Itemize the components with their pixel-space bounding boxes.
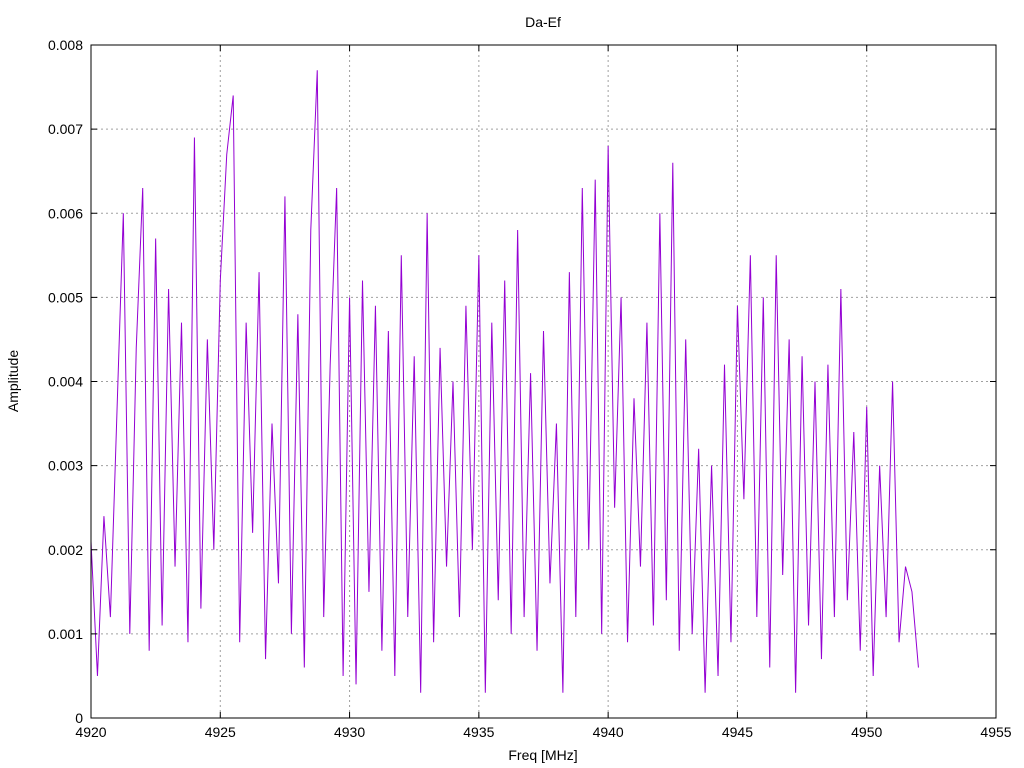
tick-labels: 4920 4925 4930 4935 4940 4945 4950 4955 0 0.001 0.… <box>48 37 1012 740</box>
x-tick-label: 4925 <box>205 724 236 740</box>
y-tick-label: 0.002 <box>48 542 83 558</box>
x-tick-label: 4935 <box>463 724 494 740</box>
series-layer <box>90 70 919 693</box>
y-tick-label: 0.001 <box>48 626 83 642</box>
y-tick-label: 0.008 <box>48 37 83 53</box>
y-tick-label: 0.004 <box>48 374 83 390</box>
y-tick-label: 0 <box>75 710 83 726</box>
x-tick-label: 4945 <box>722 724 753 740</box>
y-tick-label: 0.003 <box>48 458 83 474</box>
chart-title: Da-Ef <box>525 14 561 30</box>
x-axis-label: Freq [MHz] <box>508 747 577 763</box>
x-tick-label: 4955 <box>980 724 1011 740</box>
y-axis-label: Amplitude <box>5 350 21 412</box>
x-tick-label: 4940 <box>593 724 624 740</box>
x-tick-label: 4920 <box>75 724 106 740</box>
y-tick-label: 0.007 <box>48 121 83 137</box>
series-line <box>90 70 919 693</box>
y-tick-label: 0.006 <box>48 205 83 221</box>
grid-lines <box>91 45 996 718</box>
x-tick-label: 4950 <box>851 724 882 740</box>
axis-ticks <box>90 44 997 719</box>
x-tick-label: 4930 <box>334 724 365 740</box>
y-tick-label: 0.005 <box>48 289 83 305</box>
